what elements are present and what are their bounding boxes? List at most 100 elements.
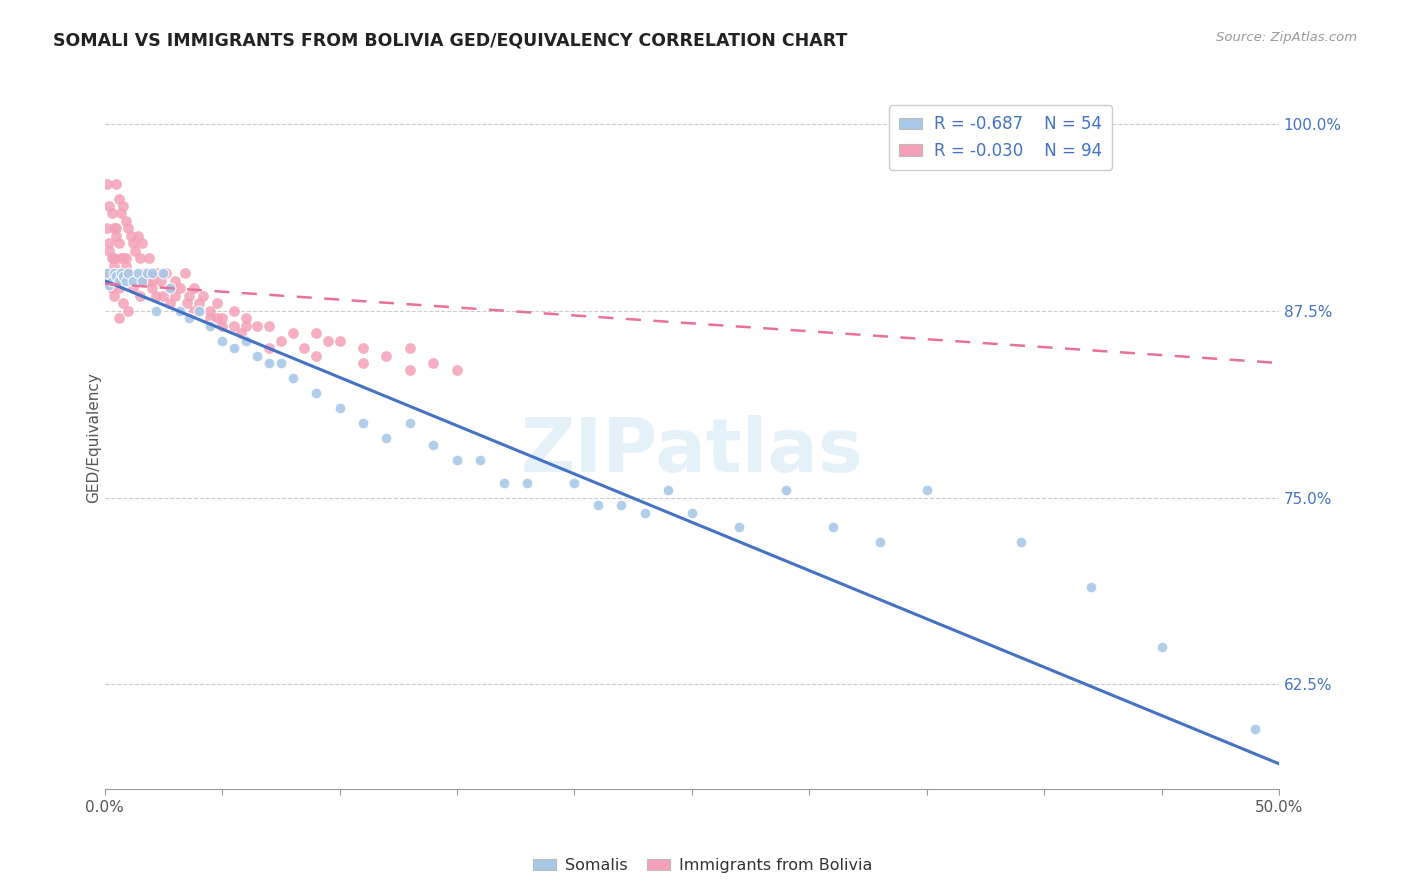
Point [150, 274, 173, 288]
Point [145, 303, 167, 318]
Point [152, 266, 174, 280]
Point [257, 318, 280, 333]
Point [112, 269, 135, 284]
Point [110, 266, 132, 280]
Point [121, 274, 143, 288]
Point [98, 199, 121, 213]
Point [145, 266, 167, 280]
Point [207, 311, 229, 326]
Point [352, 416, 374, 430]
Point [105, 177, 128, 191]
Point [159, 281, 181, 295]
Point [375, 431, 398, 445]
Point [98, 278, 121, 293]
Point [915, 483, 938, 497]
Point [105, 221, 128, 235]
Point [610, 498, 633, 512]
Point [100, 274, 122, 288]
Point [222, 318, 245, 333]
Point [169, 281, 191, 295]
Point [211, 311, 233, 326]
Point [352, 341, 374, 355]
Point [110, 206, 132, 220]
Point [141, 266, 163, 280]
Point [131, 236, 153, 251]
Point [100, 252, 122, 266]
Point [105, 228, 128, 243]
Point [114, 214, 136, 228]
Point [281, 326, 304, 340]
Point [103, 252, 125, 266]
Point [159, 281, 181, 295]
Point [131, 274, 153, 288]
Point [117, 266, 139, 280]
Legend: R = -0.687    N = 54, R = -0.030    N = 94: R = -0.687 N = 54, R = -0.030 N = 94 [889, 105, 1112, 169]
Point [173, 266, 195, 280]
Point [129, 289, 152, 303]
Point [270, 334, 292, 348]
Point [1150, 640, 1173, 654]
Point [117, 221, 139, 235]
Point [222, 341, 245, 355]
Point [136, 266, 159, 280]
Point [328, 334, 350, 348]
Point [193, 289, 215, 303]
Point [187, 303, 209, 318]
Point [657, 483, 679, 497]
Point [200, 311, 222, 326]
Point [422, 438, 444, 452]
Point [187, 296, 209, 310]
Y-axis label: GED/Equivalency: GED/Equivalency [86, 372, 101, 503]
Point [446, 453, 468, 467]
Point [179, 311, 201, 326]
Point [270, 356, 292, 370]
Point [169, 303, 191, 318]
Point [586, 498, 609, 512]
Point [399, 416, 422, 430]
Point [105, 274, 128, 288]
Point [1080, 580, 1102, 594]
Point [200, 318, 222, 333]
Point [110, 252, 132, 266]
Point [103, 289, 125, 303]
Point [100, 206, 122, 220]
Point [187, 303, 209, 318]
Point [165, 289, 187, 303]
Point [131, 274, 153, 288]
Point [316, 334, 339, 348]
Point [107, 192, 129, 206]
Point [117, 266, 139, 280]
Point [165, 274, 187, 288]
Point [281, 371, 304, 385]
Point [246, 318, 269, 333]
Point [103, 266, 125, 280]
Point [246, 349, 269, 363]
Point [100, 274, 122, 288]
Point [96, 266, 118, 280]
Point [176, 296, 198, 310]
Point [96, 177, 118, 191]
Point [222, 303, 245, 318]
Point [328, 401, 350, 415]
Point [136, 274, 159, 288]
Point [375, 349, 398, 363]
Text: SOMALI VS IMMIGRANTS FROM BOLIVIA GED/EQUIVALENCY CORRELATION CHART: SOMALI VS IMMIGRANTS FROM BOLIVIA GED/EQ… [53, 31, 848, 49]
Point [134, 266, 156, 280]
Point [152, 289, 174, 303]
Point [516, 475, 538, 490]
Point [129, 252, 152, 266]
Point [110, 266, 132, 280]
Point [112, 296, 135, 310]
Point [305, 385, 328, 400]
Point [1244, 723, 1267, 737]
Point [235, 311, 257, 326]
Point [105, 269, 128, 284]
Point [121, 281, 143, 295]
Point [564, 475, 586, 490]
Point [235, 334, 257, 348]
Text: ZIPatlas: ZIPatlas [520, 416, 863, 488]
Point [305, 326, 328, 340]
Point [121, 236, 143, 251]
Point [112, 199, 135, 213]
Point [107, 236, 129, 251]
